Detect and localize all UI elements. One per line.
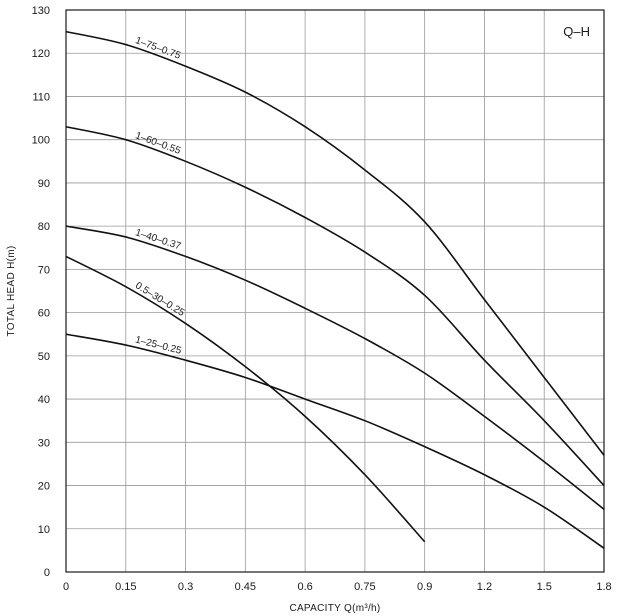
series-label-0: 1–75–0.75	[134, 35, 183, 62]
y-tick-label: 20	[38, 481, 50, 493]
x-tick-label: 0.6	[297, 581, 312, 593]
y-tick-label: 100	[32, 135, 50, 147]
series-line-4	[65, 333, 605, 549]
x-tick-label: 0	[63, 581, 69, 593]
x-tick-label: 1.2	[477, 581, 492, 593]
y-tick-label: 50	[38, 351, 50, 363]
grid-lines	[66, 10, 604, 572]
y-tick-labels: 0 10 20 30 40 50 60 70 80 90 100 110 120 130	[32, 5, 50, 579]
x-tick-label: 0.15	[115, 581, 136, 593]
y-tick-label: 30	[38, 437, 50, 449]
x-tick-labels: 0 0.15 0.3 0.45 0.6 0.75 0.9 1.2 1.5 1.8	[63, 581, 612, 593]
y-tick-label: 60	[38, 308, 50, 320]
y-tick-label: 110	[32, 91, 50, 103]
series-label-1: 1–60–0.55	[134, 130, 183, 157]
y-tick-label: 40	[38, 394, 50, 406]
y-tick-label: 80	[38, 221, 50, 233]
y-tick-label: 120	[32, 48, 50, 60]
y-axis-title: TOTAL HEAD H(m)	[6, 246, 17, 337]
series-label-3: 0.5–30–0.25	[133, 280, 187, 319]
x-tick-label: 0.3	[178, 581, 193, 593]
chart-title: Q–H	[563, 24, 590, 39]
x-axis-title: CAPACITY Q(m³/h)	[289, 603, 380, 614]
x-tick-label: 1.8	[596, 581, 611, 593]
series-label-2: 1–40–0.37	[134, 227, 183, 252]
x-tick-label: 0.75	[354, 581, 375, 593]
y-tick-label: 70	[38, 264, 50, 276]
x-tick-label: 1.5	[537, 581, 552, 593]
plot-frame	[65, 9, 605, 573]
y-tick-label: 10	[38, 524, 50, 536]
y-tick-label: 90	[38, 178, 50, 190]
x-tick-label: 0.45	[235, 581, 256, 593]
curves	[65, 30, 605, 549]
series-line-3	[65, 255, 426, 543]
series-line-1	[65, 125, 605, 487]
y-tick-label: 0	[44, 567, 50, 579]
y-tick-label: 130	[32, 5, 50, 17]
series-labels: 1–75–0.751–60–0.551–40–0.370.5–30–0.251–…	[133, 35, 187, 357]
series-line-0	[65, 30, 605, 456]
series-line-2	[65, 225, 605, 510]
x-tick-label: 0.9	[417, 581, 432, 593]
